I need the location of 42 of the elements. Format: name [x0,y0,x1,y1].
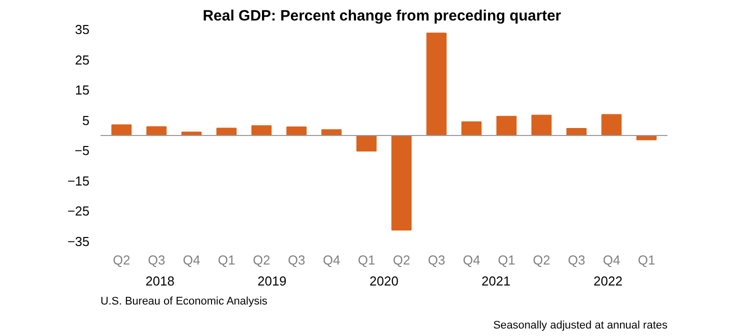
x-tick-label: Q4 [462,252,480,268]
x-tick-label: Q3 [288,252,306,268]
y-tick-label: −15 [67,173,90,188]
text: U.S. Bureau of Economic Analysis [100,296,268,308]
bar [601,114,622,136]
bar [391,135,412,230]
x-tick-label: Q4 [602,252,620,268]
text: 2019 [258,274,286,288]
x-tick-label: Q2 [532,252,550,268]
text: 2021 [482,274,510,288]
y-tick-label: 35 [75,22,90,37]
text: 2020 [370,274,398,288]
text: 2022 [594,274,622,288]
bar [146,126,167,136]
y-tick-label: 25 [75,52,90,68]
y-tick-label: 5 [82,112,90,128]
bar [496,116,517,136]
x-tick-label: Q1 [218,252,236,268]
x-tick-label: Q2 [112,252,130,268]
y-tick-label: −25 [67,204,90,219]
text: Seasonally adjusted at annual rates [493,320,668,332]
x-tick-label: Q3 [428,252,446,268]
bar [426,32,447,136]
x-tick-label: Q3 [568,252,586,268]
bar [111,124,132,136]
x-tick-label: Q4 [182,252,200,268]
x-tick-label: Q2 [392,252,410,268]
text: 2018 [146,274,174,288]
x-tick-label: Q2 [252,252,270,268]
y-tick-label: −5 [74,143,90,158]
y-tick-label: 15 [75,82,90,98]
y-tick-label: −35 [67,234,90,249]
x-tick-label: Q1 [498,252,516,268]
bar [356,135,377,152]
bar [461,121,482,136]
x-tick-label: Q3 [148,252,166,268]
bar [531,114,552,136]
x-tick-label: Q1 [638,252,656,268]
bar [216,128,237,136]
x-tick-label: Q1 [358,252,376,268]
x-tick-label: Q4 [322,252,340,268]
chart-title: Real GDP: Percent change from preceding quarter [202,8,562,24]
